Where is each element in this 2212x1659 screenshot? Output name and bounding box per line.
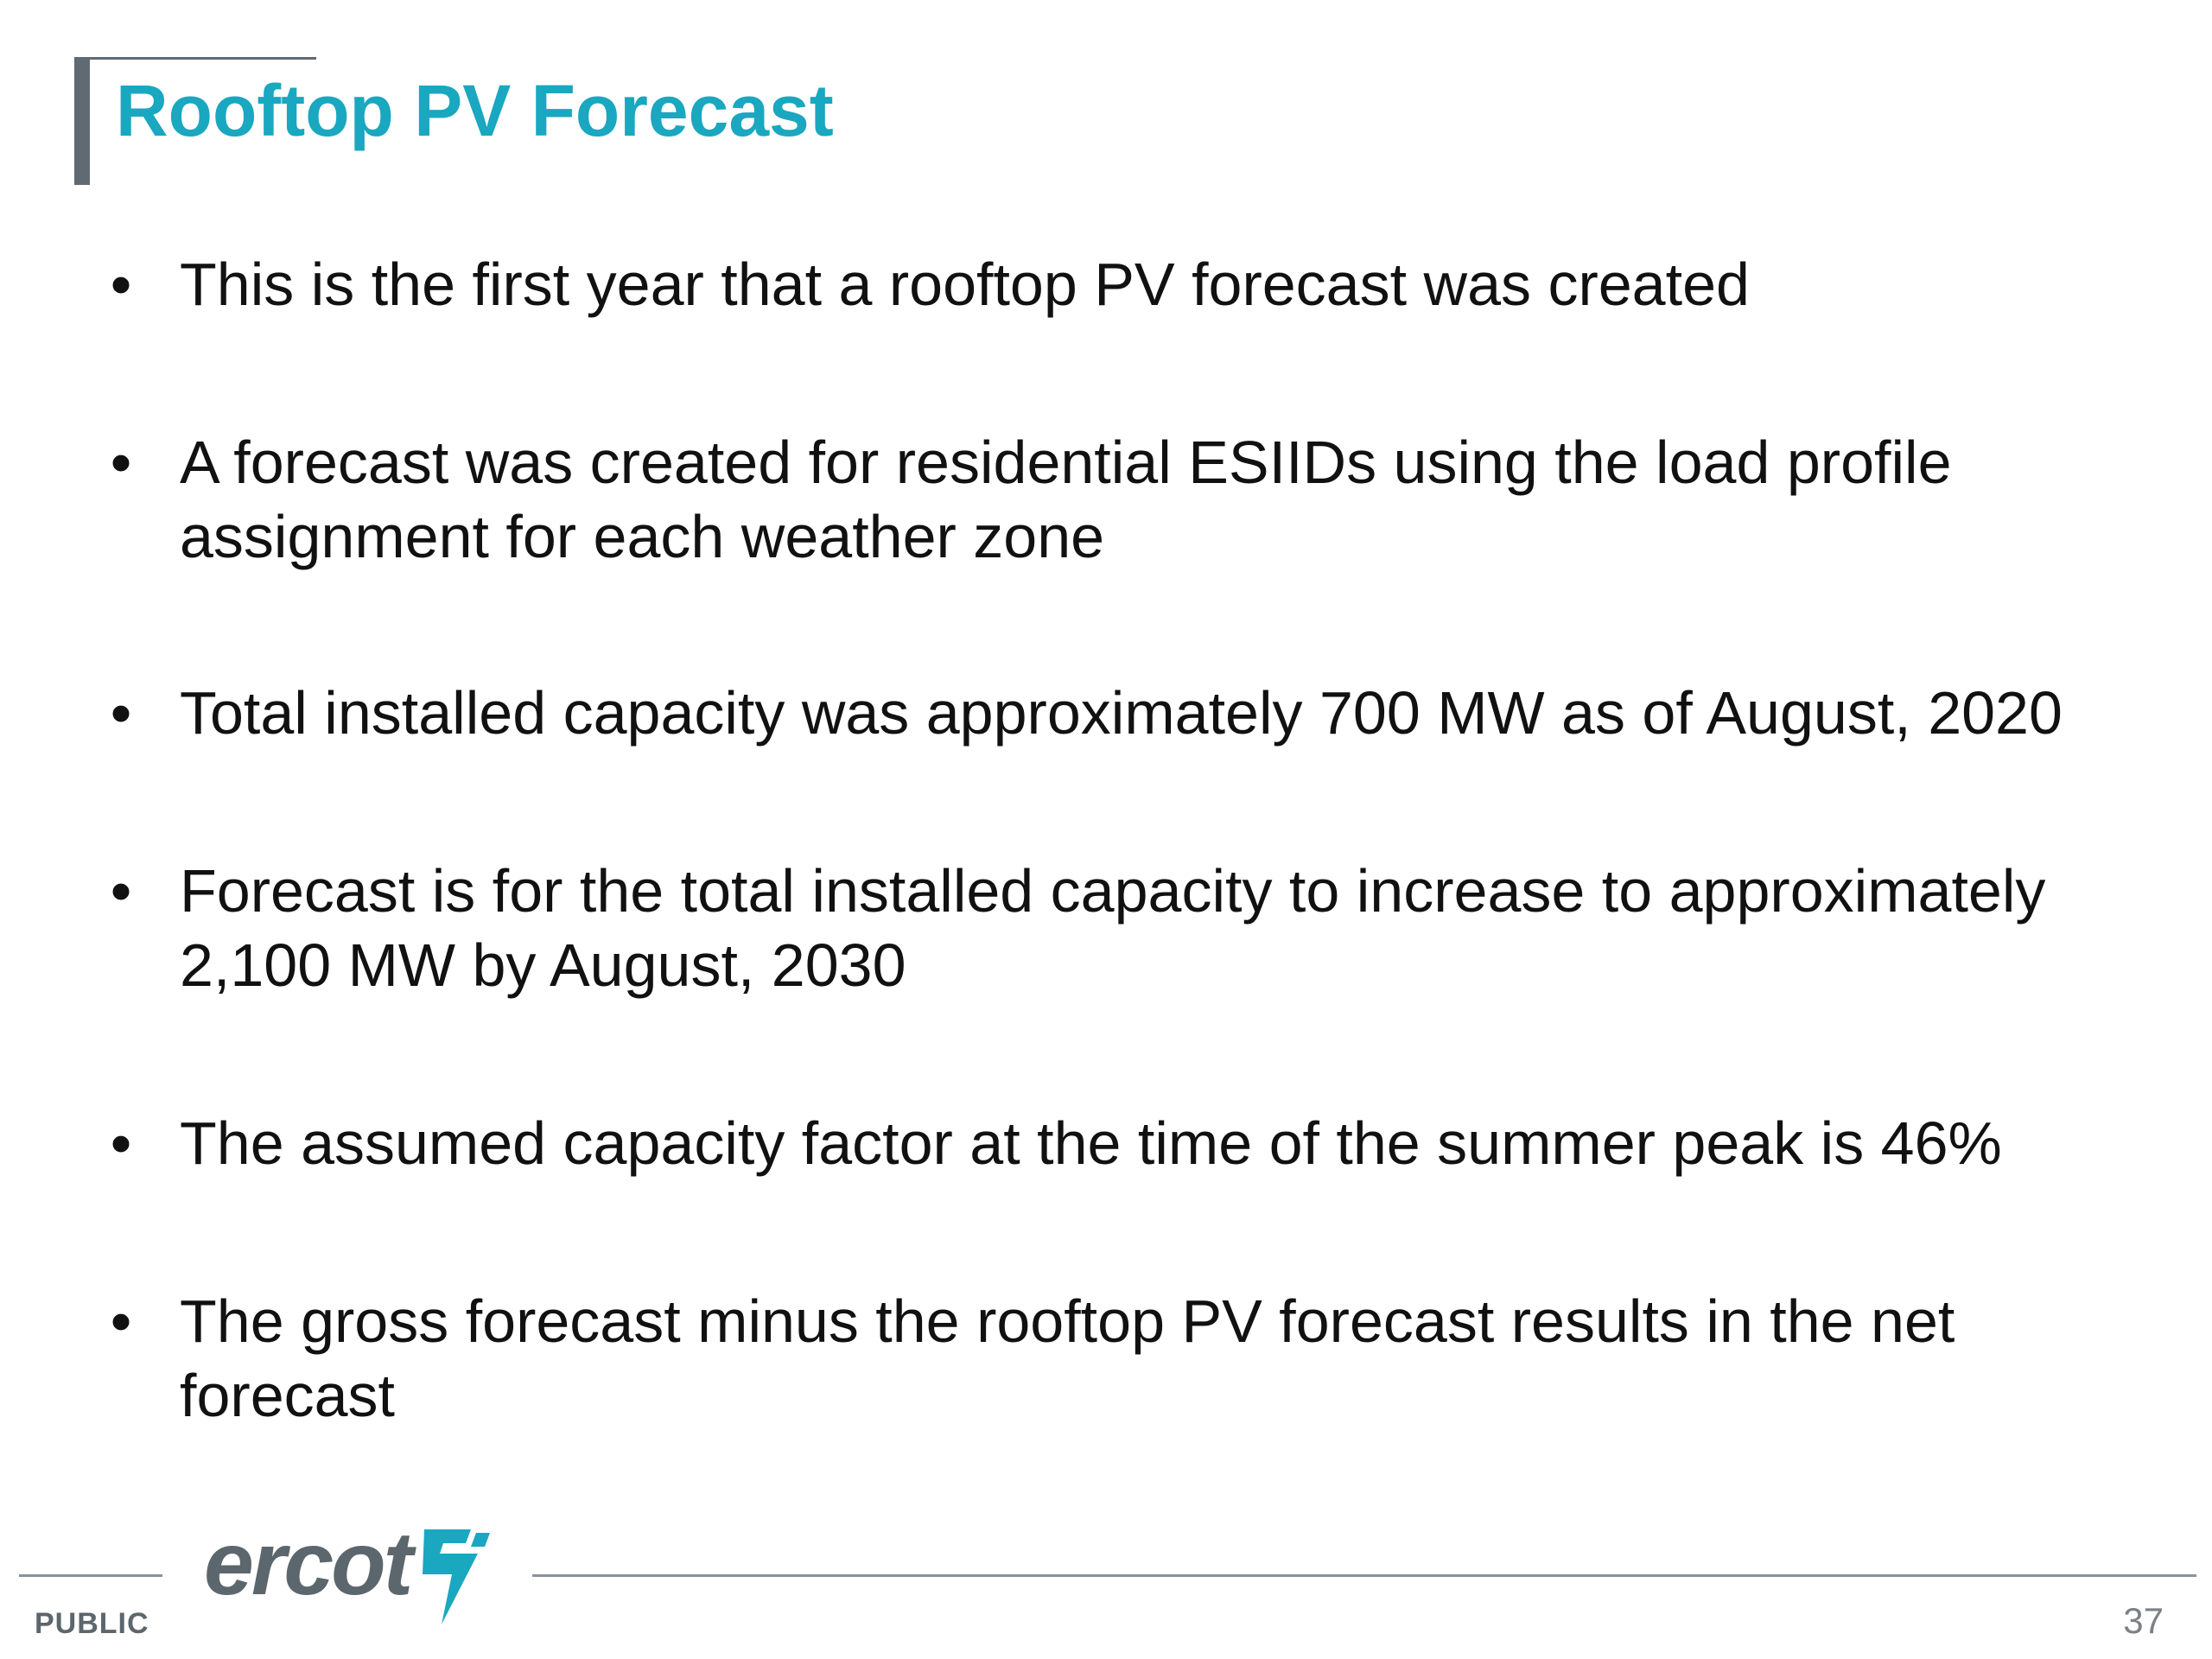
bullet-text: Total installed capacity was approximate… — [180, 679, 2063, 747]
bullet-marker: • — [110, 857, 132, 925]
bullet-item: • A forecast was created for residential… — [95, 425, 2152, 574]
bullet-item: • Total installed capacity was approxima… — [95, 676, 2152, 750]
bullet-text: This is the first year that a rooftop PV… — [180, 251, 1750, 318]
bullet-marker: • — [110, 429, 132, 496]
ercot-logo: ercot — [204, 1519, 495, 1628]
footer-divider-right — [532, 1574, 2196, 1577]
bullet-marker: • — [110, 679, 132, 747]
bullet-item: • The gross forecast minus the rooftop P… — [95, 1284, 2152, 1433]
slide-title: Rooftop PV Forecast — [116, 70, 834, 151]
bullet-marker: • — [110, 1109, 132, 1177]
bullet-text: The assumed capacity factor at the time … — [180, 1109, 2002, 1177]
bullet-item: • This is the first year that a rooftop … — [95, 247, 2152, 321]
bullet-text: Forecast is for the total installed capa… — [180, 857, 2046, 999]
logo-wordmark: ercot — [204, 1514, 413, 1614]
bullet-marker: • — [110, 1287, 132, 1355]
bullet-item: • The assumed capacity factor at the tim… — [95, 1106, 2152, 1180]
bullet-marker: • — [110, 251, 132, 318]
bullet-text: A forecast was created for residential E… — [180, 429, 1952, 570]
title-accent-bar — [74, 57, 90, 185]
footer-divider-left — [19, 1574, 162, 1577]
title-accent-line — [74, 57, 316, 60]
texas-bolt-icon — [423, 1529, 491, 1624]
page-number: 37 — [2123, 1600, 2164, 1641]
bullet-text: The gross forecast minus the rooftop PV … — [180, 1287, 1955, 1429]
bullet-item: • Forecast is for the total installed ca… — [95, 854, 2152, 1002]
classification-label: PUBLIC — [35, 1607, 149, 1640]
